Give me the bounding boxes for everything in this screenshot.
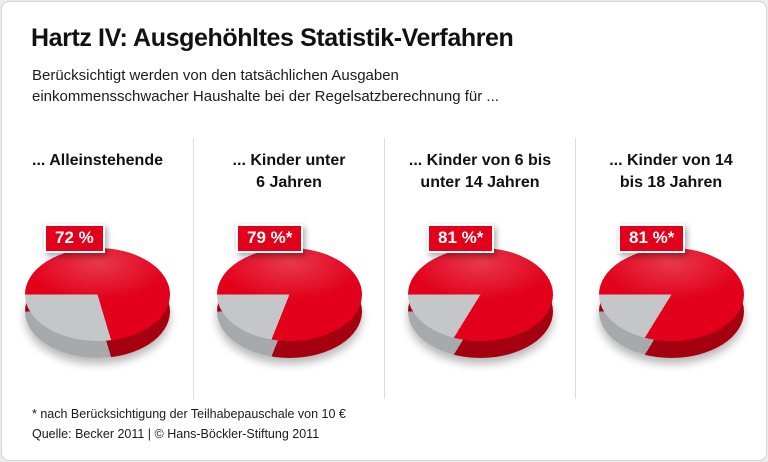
pie-chart [25,248,170,359]
footnote: * nach Berücksichtigung der Teilhabepaus… [32,407,346,421]
column-label-line-2: 6 Jahren [256,174,322,191]
chart-column-kinder-14-bis-18: ... Kinder von 14 bis 18 Jahren 81 %* [575,138,766,399]
value-badge: 81 %* [618,224,686,253]
column-header: ... Kinder von 6 bis unter 14 Jahren [385,138,575,194]
chart-columns: ... Alleinstehende 72 % ... Kinder unter… [2,138,766,399]
chart-column-kinder-6-bis-14: ... Kinder von 6 bis unter 14 Jahren 81 … [384,138,575,399]
column-label-line-2: unter 14 Jahren [420,174,540,191]
column-header: ... Kinder unter 6 Jahren [194,138,384,194]
page-title: Hartz IV: Ausgehöhltes Statistik-Verfahr… [31,24,514,52]
pie-top [408,248,553,341]
pie-chart [599,248,744,359]
column-label-line-2: bis 18 Jahren [619,174,723,191]
value-badge: 72 % [44,224,105,253]
chart-column-kinder-unter-6: ... Kinder unter 6 Jahren 79 %* [193,138,384,399]
subtitle-line-1: Berücksichtigt werden von den tatsächlic… [32,67,399,84]
column-label-line-1: ... Kinder unter [232,152,346,169]
column-label-line-1: ... Kinder von 14 [609,152,733,169]
value-badge: 79 %* [236,224,304,253]
column-label-line-1: ... Alleinstehende [32,152,163,169]
page-subtitle: Berücksichtigt werden von den tatsächlic… [32,65,499,107]
pie-top [25,248,170,341]
column-header: ... Kinder von 14 bis 18 Jahren [576,138,766,194]
chart-column-alleinstehende: ... Alleinstehende 72 % [2,138,193,399]
column-label-line-1: ... Kinder von 6 bis [408,152,552,169]
pie-top [599,248,744,341]
subtitle-line-2: einkommensschwacher Haushalte bei der Re… [32,88,499,105]
pie-chart [217,248,362,359]
column-header: ... Alleinstehende [2,138,193,172]
source-credit: Quelle: Becker 2011 | © Hans-Böckler-Sti… [32,427,320,441]
pie-top [217,248,362,341]
value-badge: 81 %* [427,224,495,253]
pie-chart [408,248,553,359]
